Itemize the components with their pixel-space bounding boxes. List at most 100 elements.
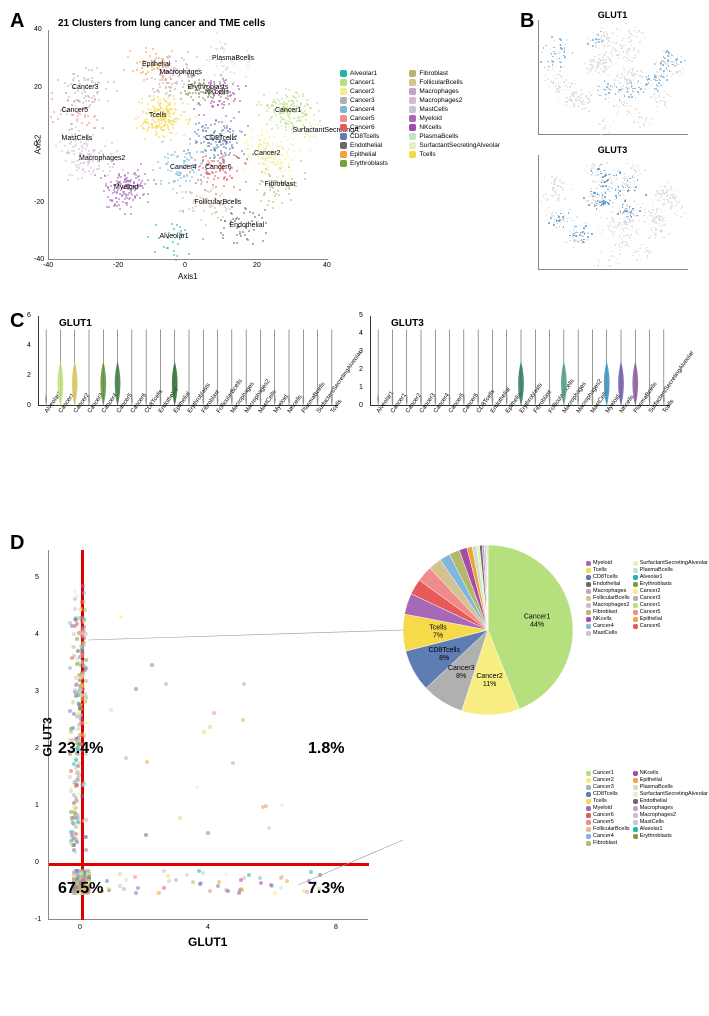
legend-text: Erythroblasts <box>640 833 672 839</box>
axis-tick: 6 <box>27 312 31 319</box>
axis-tick: 2 <box>27 372 31 379</box>
legend-text: Tcells <box>419 151 435 158</box>
legend-swatch <box>633 792 638 797</box>
legend-text: Myeloid <box>419 115 441 122</box>
legend-text: Cancer5 <box>593 819 614 825</box>
legend-item: Myeloid <box>409 115 500 122</box>
legend-swatch <box>586 582 591 587</box>
panel-b-glut3-title: GLUT3 <box>530 145 695 155</box>
legend-swatch <box>340 70 347 77</box>
legend-text: Epithelial <box>640 777 662 783</box>
legend-item: Cancer5 <box>340 115 405 122</box>
legend-item: Cancer3 <box>633 595 708 601</box>
legend-swatch <box>340 160 347 167</box>
legend-swatch <box>409 142 416 149</box>
quadrant-bottom-left: 67.5% <box>58 880 103 898</box>
legend-item: SurfactantSecretingAlveolar <box>409 142 500 149</box>
axis-tick: -1 <box>35 916 41 923</box>
legend-swatch <box>586 813 591 818</box>
legend-swatch <box>633 596 638 601</box>
axis-tick: 0 <box>359 402 363 409</box>
pie-top-legend: MyeloidSurfactantSecretingAlveolarTcells… <box>586 560 706 636</box>
legend-text: CD8Tcells <box>593 791 618 797</box>
legend-item: Cancer4 <box>586 833 630 839</box>
legend-item: PlasmaBcells <box>409 133 500 140</box>
legend-text: SurfactantSecretingAlveolar <box>419 142 500 149</box>
legend-swatch <box>633 820 638 825</box>
legend-swatch <box>409 97 416 104</box>
legend-swatch <box>633 575 638 580</box>
legend-swatch <box>633 603 638 608</box>
pie-callout: Cancer3 <box>448 665 475 672</box>
violin-plot-glut3: GLUT3 012345Alveolar1Cancer1Cancer2Cance… <box>370 316 670 406</box>
legend-text: NKcells <box>640 770 659 776</box>
legend-swatch <box>586 834 591 839</box>
legend-item: Cancer3 <box>340 97 405 104</box>
legend-item: NKcells <box>409 124 500 131</box>
legend-swatch <box>633 806 638 811</box>
legend-text: Erythroblasts <box>350 160 388 167</box>
legend-swatch <box>586 596 591 601</box>
legend-swatch <box>586 841 591 846</box>
legend-swatch <box>586 617 591 622</box>
legend-swatch <box>340 133 347 140</box>
pie-callout-pct: 11% <box>483 681 497 688</box>
legend-swatch <box>409 88 416 95</box>
legend-swatch <box>633 834 638 839</box>
pie-callout: Tcells <box>429 625 447 632</box>
legend-swatch <box>586 792 591 797</box>
legend-text: CD8Tcells <box>350 133 379 140</box>
axis-tick: -20 <box>113 262 123 269</box>
panel-c-label: C <box>10 310 24 333</box>
legend-swatch <box>340 106 347 113</box>
axis-tick: 0 <box>35 859 39 866</box>
legend-item: FollicularBcells <box>409 79 500 86</box>
legend-swatch <box>586 778 591 783</box>
legend-swatch <box>340 151 347 158</box>
legend-swatch <box>586 827 591 832</box>
panel-b-glut1-title: GLUT1 <box>530 10 695 20</box>
legend-item: FollicularBcells <box>586 826 630 832</box>
legend-swatch <box>586 603 591 608</box>
tsne-mini-glut3 <box>538 155 688 270</box>
legend-swatch <box>409 106 416 113</box>
legend-item: Endothelial <box>340 142 405 149</box>
scatter-plot-d: 048-1012345 <box>48 550 368 920</box>
legend-swatch <box>633 813 638 818</box>
legend-text: Cancer6 <box>593 812 614 818</box>
pie-callout-pct: 8% <box>439 655 449 662</box>
legend-text: Cancer6 <box>640 623 661 629</box>
axis-tick: 2 <box>35 745 39 752</box>
legend-swatch <box>409 151 416 158</box>
axis-tick: 3 <box>35 688 39 695</box>
legend-swatch <box>633 778 638 783</box>
pie-callout-pct: 8% <box>456 673 466 680</box>
legend-text: Macrophages2 <box>593 602 629 608</box>
axis-tick: 1 <box>359 384 363 391</box>
legend-swatch <box>409 70 416 77</box>
legend-item: PlasmaBcells <box>633 784 708 790</box>
legend-swatch <box>409 79 416 86</box>
legend-item: Fibroblast <box>586 840 630 846</box>
legend-item: Alveolar1 <box>340 70 405 77</box>
legend-item: NKcells <box>586 616 630 622</box>
axis-tick: 40 <box>323 262 331 269</box>
legend-text: Fibroblast <box>593 840 617 846</box>
legend-text: Tcells <box>593 798 607 804</box>
panel-a-legend: Alveolar1FibroblastCancer1FollicularBcel… <box>340 70 500 167</box>
legend-swatch <box>340 142 347 149</box>
axis-tick: 20 <box>34 84 42 91</box>
legend-text: Cancer3 <box>640 595 661 601</box>
legend-text: Macrophages <box>419 88 458 95</box>
axis-tick: 2 <box>359 366 363 373</box>
legend-text: MastCells <box>593 630 617 636</box>
pie-callout: CD8Tcells <box>428 647 460 654</box>
legend-text: Cancer1 <box>593 770 614 776</box>
legend-item: Endothelial <box>633 798 708 804</box>
legend-text: Cancer5 <box>640 609 661 615</box>
legend-item: PlasmaBcells <box>633 567 708 573</box>
legend-text: Fibroblast <box>419 70 448 77</box>
violin-plot-glut1: GLUT1 0246Alveolar1Cancer1Cancer2Cancer3… <box>38 316 338 406</box>
legend-swatch <box>586 610 591 615</box>
axis-tick: -20 <box>34 199 44 206</box>
